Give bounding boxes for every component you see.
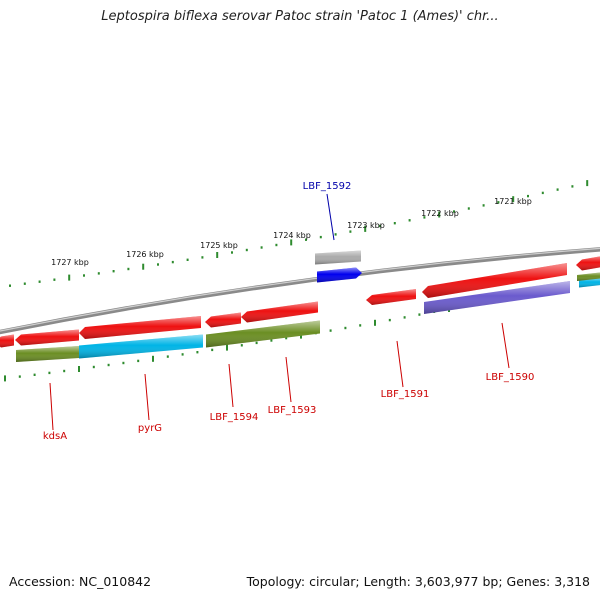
gene-arrow-shading [317,267,362,283]
scale-label: 1721 kbp [494,197,532,206]
gene-arrow-shading [15,329,79,346]
chromosome-backbone-highlight [0,247,600,332]
gene-label: LBF_1592 [303,181,352,192]
gene-label-line [501,322,510,369]
scale-label: 1725 kbp [200,241,238,250]
scale-label: 1724 kbp [273,231,311,240]
gene-arrow-shading [366,289,416,305]
scale-label: 1722 kbp [421,209,459,218]
scale-label: 1726 kbp [126,250,164,259]
scale-label: 1727 kbp [51,258,89,267]
gene-label-line [228,363,234,408]
gene-arrow-shading [424,281,570,314]
gene-arrow-shading [205,312,241,328]
gene-label-line [396,340,404,388]
gene-label: kdsA [43,431,67,442]
gene-features [0,250,600,362]
gene-label: LBF_1593 [268,405,317,416]
chromosome-backbone [0,247,600,335]
scale-labels: 1727 kbp 1726 kbp 1725 kbp 1724 kbp 1723 kbp… [51,197,532,267]
map-title: Leptospira biflexa serovar Patoc strain … [101,9,499,24]
gene-label-line [144,373,150,421]
gene-label: pyrG [138,423,162,434]
gene-arrow-shading [315,250,361,265]
gene-arrow-shading [79,334,203,359]
gene-arrow-shading [16,346,79,362]
topology-text: Topology: circular; Length: 3,603,977 bp… [246,574,590,589]
gene-label-line [285,356,292,403]
gene-arrow-shading [422,263,567,298]
gene-labels: kdsA pyrG LBF_1594 LBF_1593 LBF_1592 LBF_1591… [43,181,534,442]
gene-arrow-shading [576,256,600,271]
gene-arrow-shading [79,316,201,339]
gene-label: LBF_1594 [210,412,259,423]
gene-arrow-shading [577,272,600,281]
gene-label: LBF_1590 [486,372,535,383]
gene-label-line [49,382,54,431]
outer-scale-ticks [9,180,589,287]
accession-text: Accession: NC_010842 [9,574,152,589]
gene-arrow-shading [579,278,600,288]
gene-label-line [326,193,335,241]
gene-arrow-shading [241,301,318,323]
gene-label-lines [49,193,510,431]
gene-arrow-shading [0,334,14,348]
gene-label: LBF_1591 [381,389,430,400]
gene-arrow-shading [206,320,320,348]
scale-label: 1723 kbp [347,221,385,230]
